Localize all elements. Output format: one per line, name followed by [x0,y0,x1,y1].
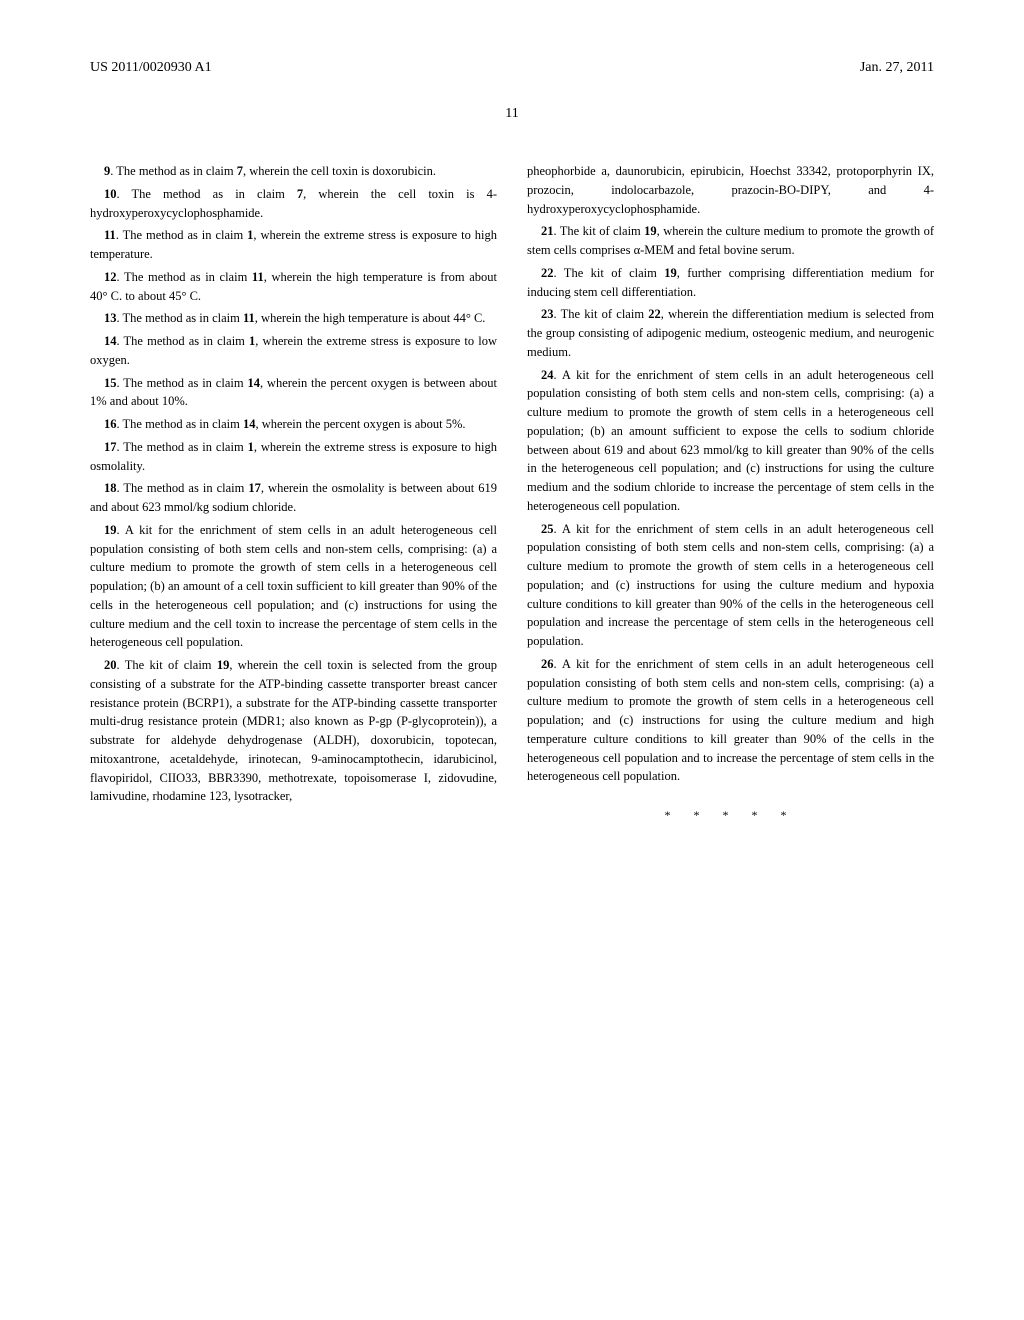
end-marks: * * * * * [527,806,934,824]
claim-text: 12. The method as in claim 11, wherein t… [90,268,497,306]
right-column: pheophorbide a, daunorubicin, epirubicin… [527,162,934,824]
claim-text: 16. The method as in claim 14, wherein t… [90,415,497,434]
doc-date: Jan. 27, 2011 [860,60,934,76]
claim-text: 24. A kit for the enrichment of stem cel… [527,366,934,516]
claim-text: 9. The method as in claim 7, wherein the… [90,162,497,181]
claim-text: 17. The method as in claim 1, wherein th… [90,438,497,476]
claim-text: 22. The kit of claim 19, further compris… [527,264,934,302]
left-column: 9. The method as in claim 7, wherein the… [90,162,497,824]
claim-text: 11. The method as in claim 1, wherein th… [90,226,497,264]
claim-text: 13. The method as in claim 11, wherein t… [90,309,497,328]
claim-text: 20. The kit of claim 19, wherein the cel… [90,656,497,806]
claim-text: 21. The kit of claim 19, wherein the cul… [527,222,934,260]
page-header: US 2011/0020930 A1 Jan. 27, 2011 [90,60,934,76]
page-number: 11 [90,106,934,122]
claim-text: 15. The method as in claim 14, wherein t… [90,374,497,412]
claim-text: 14. The method as in claim 1, wherein th… [90,332,497,370]
claim-text: 26. A kit for the enrichment of stem cel… [527,655,934,786]
claim-text: 23. The kit of claim 22, wherein the dif… [527,305,934,361]
content-columns: 9. The method as in claim 7, wherein the… [90,162,934,824]
claim-text: 18. The method as in claim 17, wherein t… [90,479,497,517]
claim-text: 25. A kit for the enrichment of stem cel… [527,520,934,651]
claim-text: 19. A kit for the enrichment of stem cel… [90,521,497,652]
claim-continuation: pheophorbide a, daunorubicin, epirubicin… [527,162,934,218]
claim-text: 10. The method as in claim 7, wherein th… [90,185,497,223]
doc-number: US 2011/0020930 A1 [90,60,212,76]
